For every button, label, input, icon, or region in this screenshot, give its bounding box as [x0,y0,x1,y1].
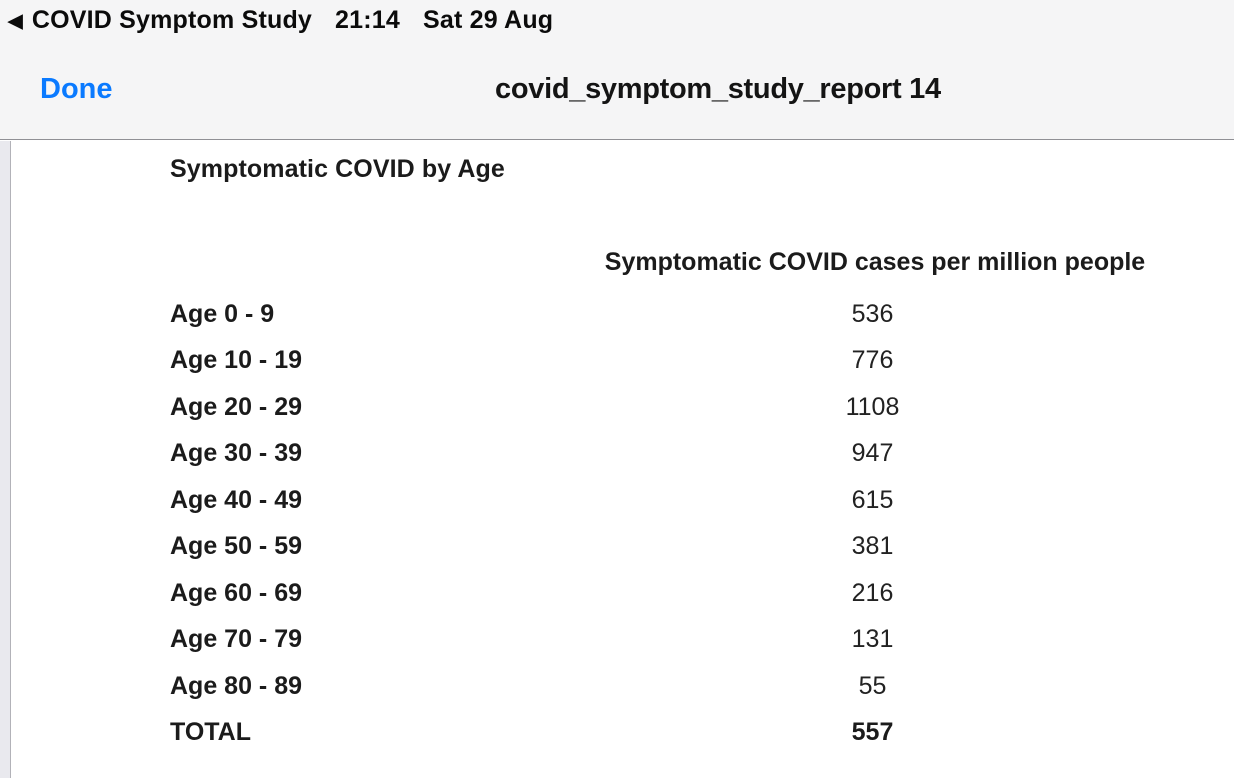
table-row: Age 40 - 49 615 [170,477,1185,524]
row-value: 381 [851,532,894,561]
row-label: Age 60 - 69 [170,578,303,607]
table-row: Age 60 - 69 216 [170,570,1185,617]
table-row: Age 20 - 29 1108 [170,384,1185,431]
value-column-header: Symptomatic COVID cases per million peop… [604,248,1146,276]
row-label: Age 0 - 9 [170,299,275,328]
report-title: Symptomatic COVID by Age [170,155,505,183]
nav-bar: Done covid_symptom_study_report 14 [0,40,1234,140]
table-row-total: TOTAL 557 [170,710,1185,757]
table-row: Age 10 - 19 776 [170,338,1185,385]
row-value: 536 [851,299,894,328]
row-value: 947 [851,439,894,468]
status-bar: ◀ COVID Symptom Study 21:14 Sat 29 Aug [0,0,1234,40]
row-value: 131 [851,625,894,654]
back-triangle-icon: ◀ [8,10,23,32]
table-row: Age 80 - 89 55 [170,663,1185,710]
done-button[interactable]: Done [40,40,113,139]
document-preview[interactable]: Symptomatic COVID by Age Symptomatic COV… [0,141,1234,778]
row-label: TOTAL [170,718,252,747]
row-label: Age 20 - 29 [170,392,303,421]
row-value: 776 [851,346,894,375]
status-date: Sat 29 Aug [422,5,554,34]
row-label: Age 80 - 89 [170,671,303,700]
table-row: Age 30 - 39 947 [170,431,1185,478]
document-filename-title: covid_symptom_study_report 14 [495,73,941,105]
row-label: Age 10 - 19 [170,346,303,375]
row-label: Age 30 - 39 [170,439,303,468]
table-row: Age 0 - 9 536 [170,291,1185,338]
back-to-app-button[interactable]: ◀ COVID Symptom Study [8,6,312,35]
row-value: 216 [851,578,894,607]
age-table: Age 0 - 9 536 Age 10 - 19 776 Age 20 - 2… [170,291,1185,756]
row-value: 557 [851,718,894,747]
status-time: 21:14 [335,5,400,34]
status-app-name: COVID Symptom Study [31,5,313,34]
row-value: 55 [858,671,887,700]
row-label: Age 50 - 59 [170,532,303,561]
row-value: 1108 [845,392,900,421]
row-value: 615 [851,485,894,514]
row-label: Age 70 - 79 [170,625,303,654]
table-row: Age 70 - 79 131 [170,617,1185,664]
document-left-gutter [0,141,11,778]
row-label: Age 40 - 49 [170,485,303,514]
table-row: Age 50 - 59 381 [170,524,1185,571]
